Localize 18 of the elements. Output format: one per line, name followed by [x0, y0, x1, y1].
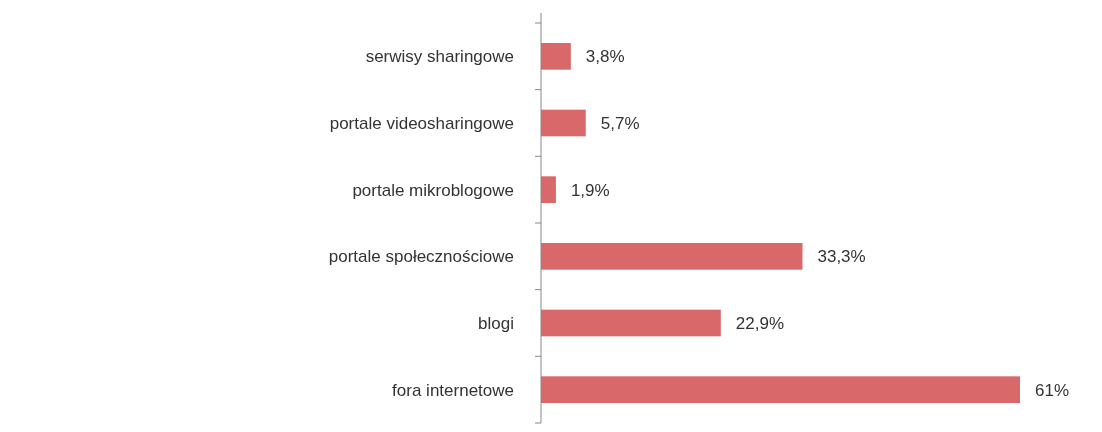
bar: [541, 309, 721, 337]
data-label: 61%: [1035, 380, 1070, 400]
y-tick-label: serwisy sharingowe: [365, 47, 514, 67]
bar: [541, 243, 803, 270]
bar: [541, 376, 1020, 403]
y-tick-label: portale społecznościowe: [328, 247, 514, 267]
bar: [541, 109, 586, 137]
data-label: 5,7%: [600, 113, 640, 133]
data-label: 1,9%: [570, 180, 610, 200]
y-tick-label: portale mikroblogowe: [352, 180, 514, 200]
y-tick-label: blogi: [478, 313, 514, 333]
bar: [541, 43, 571, 70]
data-label: 3,8%: [585, 47, 625, 67]
y-tick-label: portale videosharingowe: [329, 113, 514, 133]
y-tick-label: fora internetowe: [392, 380, 514, 400]
data-label: 22,9%: [735, 313, 785, 333]
bar: [541, 176, 556, 203]
data-label: 33,3%: [817, 247, 866, 267]
